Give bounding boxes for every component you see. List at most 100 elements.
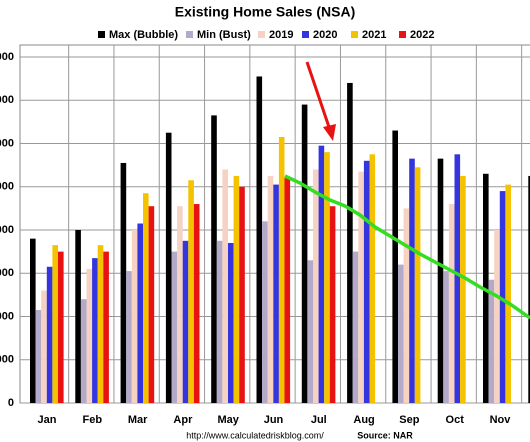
bar bbox=[499, 191, 506, 403]
bar bbox=[409, 158, 415, 403]
bar bbox=[86, 268, 93, 403]
legend-swatch bbox=[186, 31, 193, 38]
legend-label: Min (Bust) bbox=[197, 29, 251, 41]
bar bbox=[148, 206, 155, 403]
x-tick-label: Oct bbox=[446, 414, 465, 426]
bar bbox=[414, 167, 421, 403]
bar bbox=[352, 251, 359, 403]
bar bbox=[369, 154, 376, 403]
bar bbox=[301, 104, 308, 403]
bar bbox=[137, 223, 143, 403]
bar bbox=[103, 251, 109, 403]
bar bbox=[222, 169, 228, 403]
bar bbox=[437, 158, 444, 403]
bar bbox=[488, 279, 495, 403]
y-tick-label: 700,000 bbox=[0, 94, 14, 106]
bar bbox=[46, 266, 53, 403]
x-tick-label: Apr bbox=[173, 414, 193, 426]
bar bbox=[75, 230, 81, 403]
bar bbox=[165, 132, 172, 403]
bar bbox=[30, 238, 36, 403]
bar bbox=[193, 204, 200, 403]
bar bbox=[120, 162, 127, 403]
bar bbox=[262, 221, 268, 403]
bar bbox=[324, 152, 330, 403]
bar bbox=[505, 184, 511, 403]
y-tick-label: 0 bbox=[8, 397, 14, 409]
source: Source: NAR bbox=[357, 430, 413, 440]
bar bbox=[363, 160, 370, 403]
legend-label: 2022 bbox=[410, 29, 434, 41]
y-tick-label: 800,000 bbox=[0, 51, 14, 63]
x-tick-label: Feb bbox=[83, 414, 103, 426]
bar bbox=[143, 193, 149, 403]
bar bbox=[460, 175, 466, 403]
legend-swatch bbox=[98, 31, 105, 38]
arrow-head bbox=[323, 124, 336, 141]
bar bbox=[313, 169, 319, 403]
bar bbox=[126, 271, 132, 403]
bar bbox=[267, 175, 274, 403]
bar bbox=[131, 230, 138, 403]
bar bbox=[35, 310, 42, 403]
bar bbox=[494, 230, 500, 403]
legend-swatch bbox=[258, 31, 265, 38]
bar bbox=[41, 290, 47, 403]
x-tick-label: May bbox=[217, 414, 239, 426]
legend-label: 2019 bbox=[269, 29, 293, 41]
legend-label: 2021 bbox=[362, 29, 386, 41]
bar bbox=[228, 242, 234, 403]
y-tick-label: 600,000 bbox=[0, 137, 14, 149]
bars bbox=[30, 76, 530, 404]
bar bbox=[318, 145, 325, 403]
bar bbox=[239, 186, 245, 403]
bar bbox=[182, 240, 189, 403]
bar bbox=[398, 264, 404, 403]
bar bbox=[177, 206, 183, 403]
bar bbox=[347, 82, 353, 403]
y-tick-label: 200,000 bbox=[0, 310, 14, 322]
legend-swatch bbox=[399, 31, 406, 38]
trend-line bbox=[284, 174, 530, 320]
bar bbox=[58, 251, 64, 403]
bar bbox=[52, 245, 58, 403]
x-tick-label: Aug bbox=[353, 414, 374, 426]
bar bbox=[403, 208, 410, 403]
y-tick-label: 300,000 bbox=[0, 267, 14, 279]
bar bbox=[92, 258, 98, 403]
x-tick-label: Jan bbox=[38, 414, 57, 426]
bar bbox=[448, 204, 455, 403]
bar bbox=[233, 175, 240, 403]
bar bbox=[273, 184, 279, 403]
bar bbox=[358, 171, 364, 403]
x-tick-label: Jul bbox=[311, 414, 327, 426]
legend-swatch bbox=[302, 31, 309, 38]
footer-url: http://www.calculatedriskblog.com/ bbox=[186, 430, 324, 440]
bar bbox=[97, 245, 104, 403]
arrow-shaft bbox=[305, 61, 332, 131]
bar bbox=[278, 137, 285, 403]
y-tick-label: 400,000 bbox=[0, 224, 14, 236]
bar bbox=[80, 299, 87, 403]
bar bbox=[307, 260, 313, 403]
legend-swatch bbox=[351, 31, 358, 38]
x-tick-label: Sep bbox=[399, 414, 419, 426]
chart-title: Existing Home Sales (NSA) bbox=[175, 4, 356, 20]
bar bbox=[216, 240, 223, 403]
x-tick-label: Mar bbox=[128, 414, 148, 426]
x-tick-label: Jun bbox=[264, 414, 284, 426]
bar bbox=[284, 178, 291, 403]
bar bbox=[256, 76, 263, 404]
legend-label: Max (Bubble) bbox=[109, 29, 178, 41]
bar bbox=[443, 271, 449, 403]
legend-label: 2020 bbox=[313, 29, 337, 41]
bar bbox=[171, 251, 178, 403]
bar bbox=[188, 180, 194, 403]
y-tick-label: 500,000 bbox=[0, 181, 14, 193]
bar bbox=[454, 154, 461, 403]
bar bbox=[392, 130, 398, 403]
bar bbox=[211, 115, 217, 403]
x-tick-label: Nov bbox=[490, 414, 512, 426]
y-tick-label: 100,000 bbox=[0, 354, 14, 366]
